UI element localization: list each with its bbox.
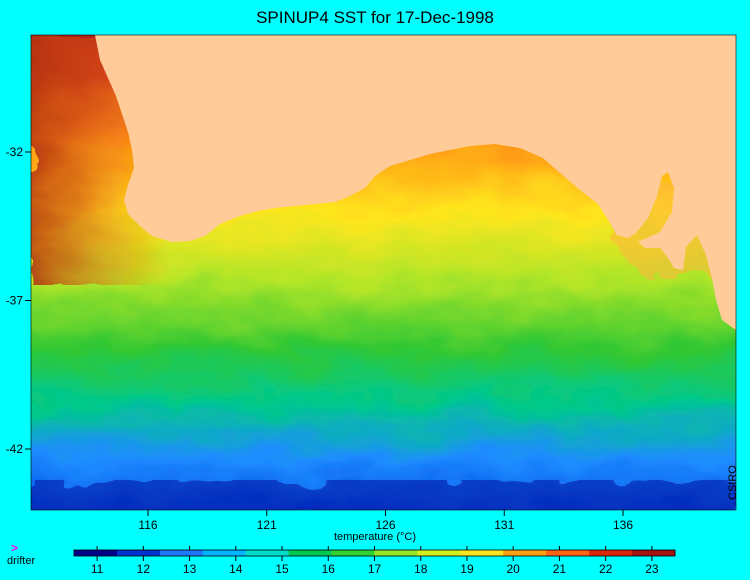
longitude-axis: 116 121 126 131 136 <box>138 510 633 532</box>
colorbar-tick-label: 12 <box>137 562 151 576</box>
colorbar-tick-label: 18 <box>414 562 428 576</box>
colorbar-swatch <box>331 550 375 556</box>
colorbar-tick-label: 20 <box>507 562 521 576</box>
colorbar-swatch <box>589 550 633 556</box>
latitude-tick-label: -42 <box>6 442 24 456</box>
latitude-tick-label: -32 <box>6 145 24 159</box>
colorbar-swatch <box>202 550 247 556</box>
colorbar-title: temperature (°C) <box>333 531 417 543</box>
colorbar-swatch <box>503 550 547 556</box>
colorbar-tick-label: 16 <box>322 562 336 576</box>
colorbar-tick-label: 15 <box>275 562 289 576</box>
longitude-tick-label: 131 <box>494 518 514 532</box>
credit-label: CSIRO <box>727 465 739 500</box>
longitude-tick-label: 136 <box>613 518 633 532</box>
colorbar: 11 12 13 14 15 16 17 18 19 20 21 22 23 <box>73 546 676 576</box>
drifter-marker-icon: > <box>11 541 19 555</box>
colorbar-swatch <box>74 550 118 556</box>
colorbar-swatch <box>460 550 504 556</box>
colorbar-tick-label: 22 <box>599 562 613 576</box>
map-frame <box>30 34 737 511</box>
land-mass <box>95 35 736 330</box>
colorbar-swatch <box>245 550 290 556</box>
colorbar-tick-label: 11 <box>91 562 104 576</box>
colorbar-tick-label: 19 <box>460 562 474 576</box>
latitude-tick-label: -37 <box>6 294 24 308</box>
colorbar-swatch <box>288 550 333 556</box>
latitude-axis: -32 -37 -42 <box>6 145 31 456</box>
map-title: SPINUP4 SST for 17-Dec-1998 <box>256 8 494 27</box>
colorbar-swatch <box>632 550 676 556</box>
colorbar-swatch <box>546 550 590 556</box>
longitude-tick-label: 126 <box>375 518 395 532</box>
colorbar-swatch <box>417 550 461 556</box>
longitude-tick-label: 121 <box>257 518 277 532</box>
colorbar-tick-label: 13 <box>183 562 197 576</box>
longitude-tick-label: 116 <box>138 518 157 532</box>
colorbar-swatch <box>116 550 161 556</box>
colorbar-tick-label: 23 <box>645 562 659 576</box>
colorbar-tick-label: 17 <box>368 562 382 576</box>
colorbar-swatch <box>159 550 204 556</box>
colorbar-swatch <box>374 550 418 556</box>
drifter-legend-label: drifter <box>7 555 36 567</box>
colorbar-tick-label: 14 <box>229 562 243 576</box>
colorbar-tick-label: 21 <box>553 562 567 576</box>
